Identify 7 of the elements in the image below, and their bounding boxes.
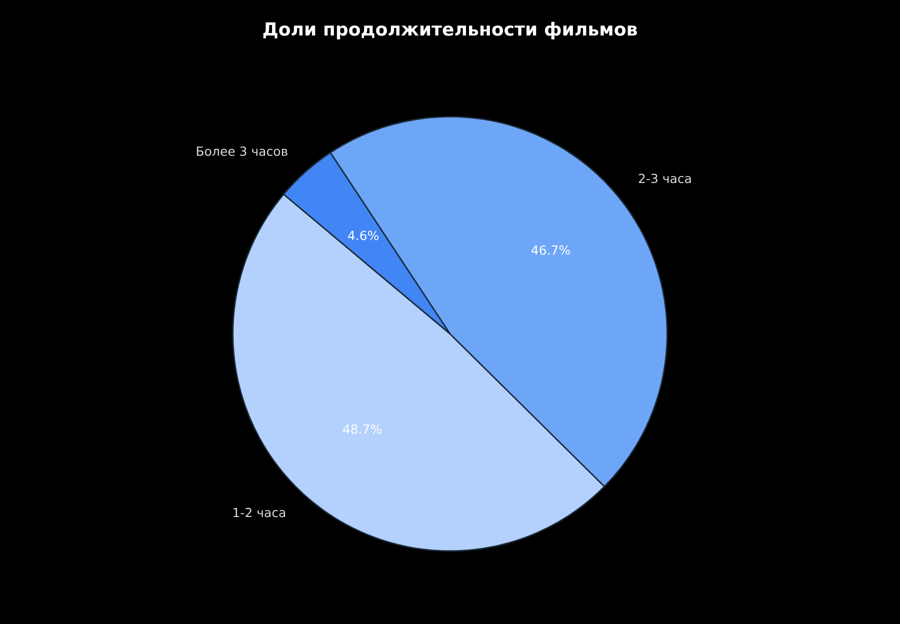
slice-label: 1-2 часа [234,508,286,518]
chart-title: Доли продолжительности фильмов [263,22,637,40]
data-label: 46.7% [531,245,570,255]
slice-label: Более 3 часов [196,146,288,156]
slice-label: 2-3 часа [638,174,691,184]
data-label: 48.7% [343,424,382,434]
data-label: 4.6% [348,230,378,240]
